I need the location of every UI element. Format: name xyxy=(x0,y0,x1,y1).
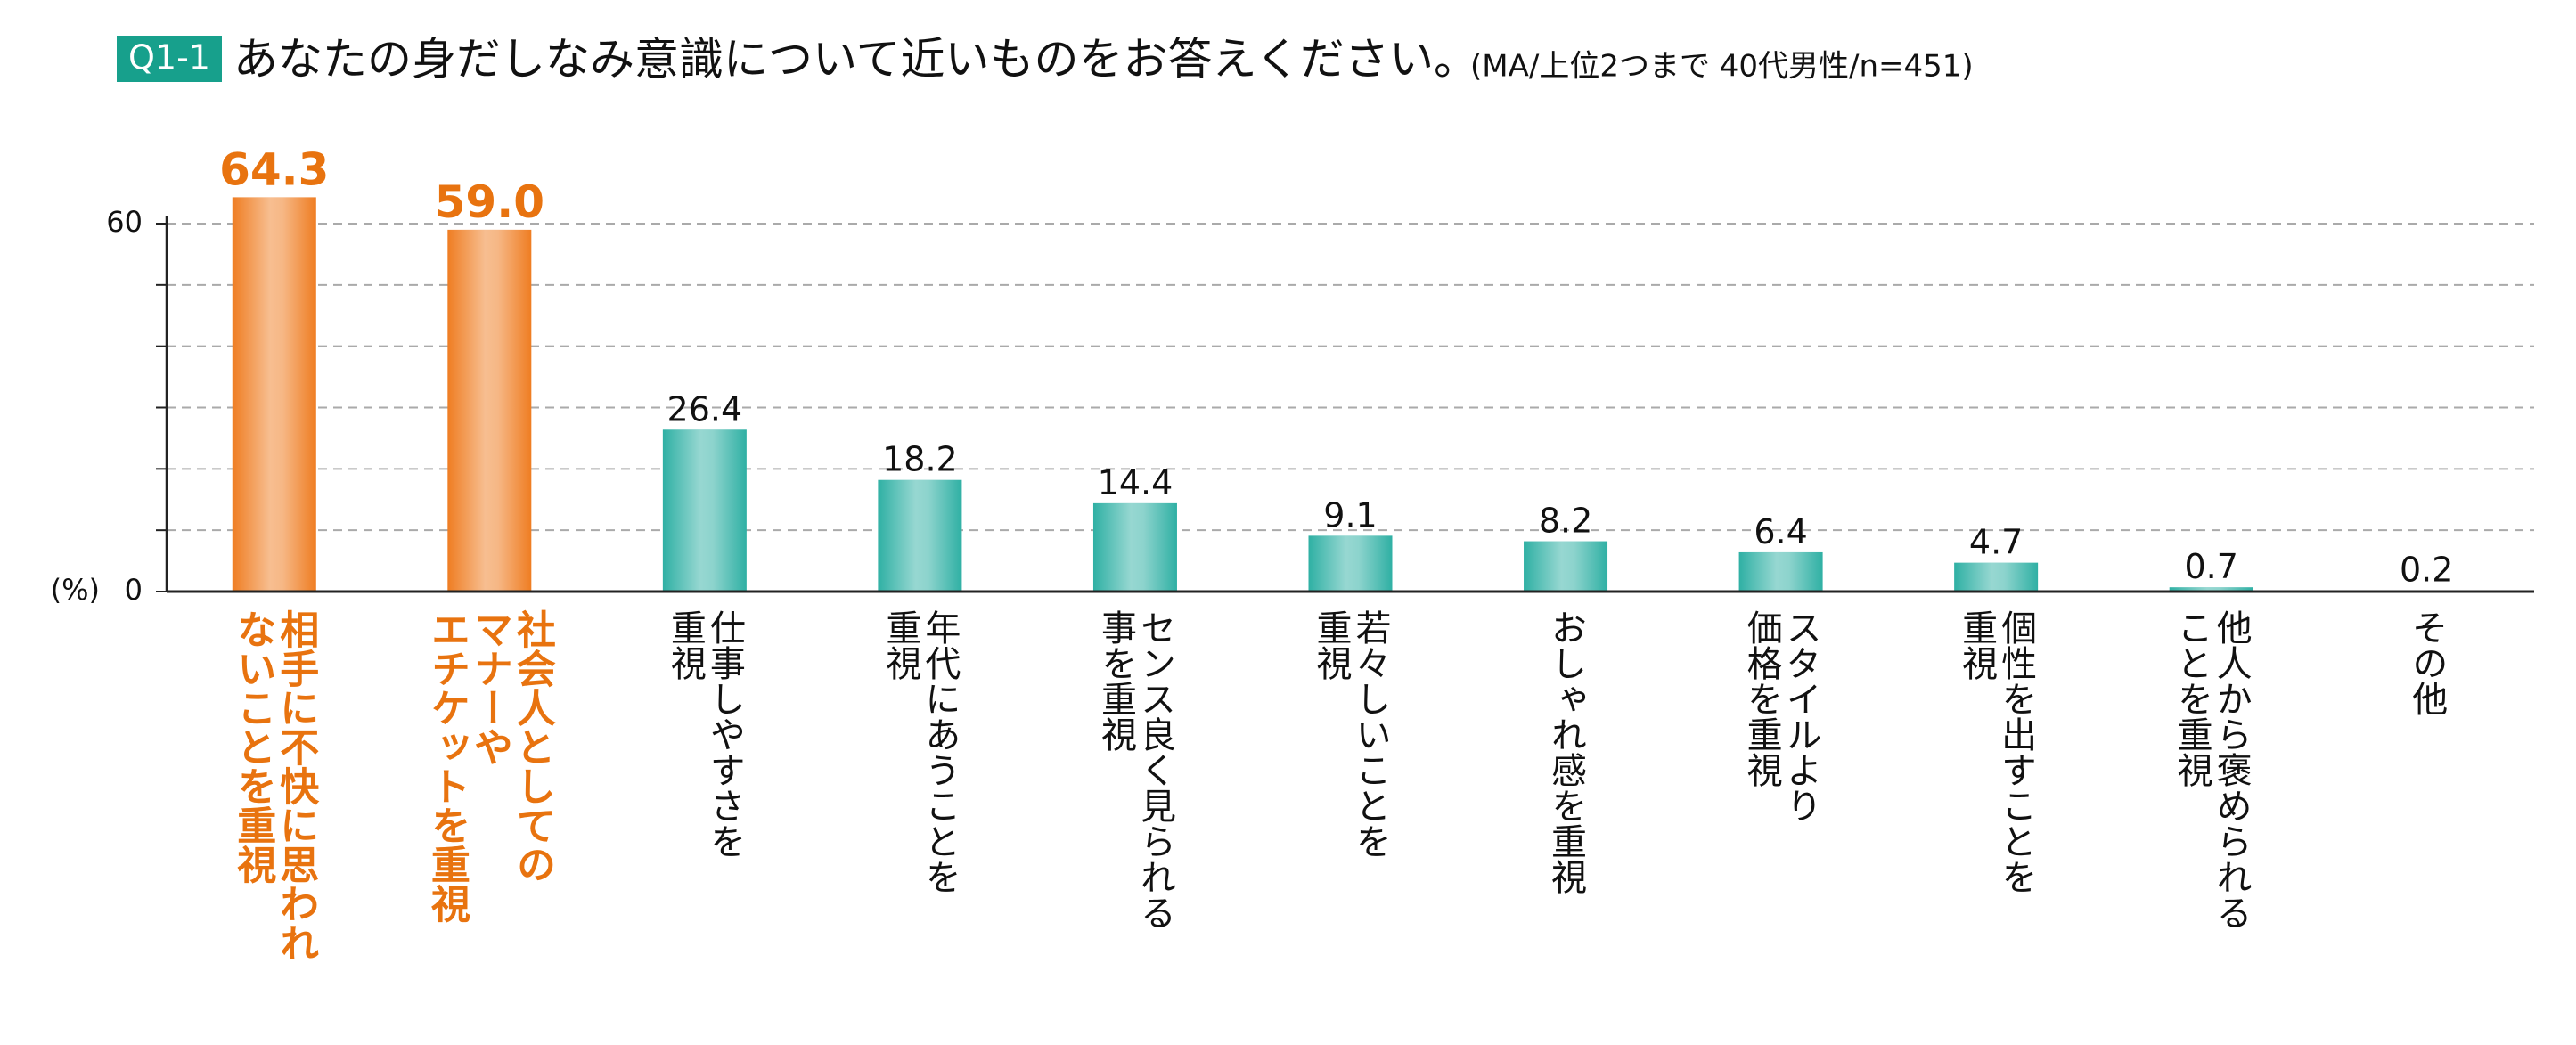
bar-shine xyxy=(2169,587,2253,592)
value-label: 64.3 xyxy=(219,143,329,195)
value-label: 59.0 xyxy=(435,176,544,228)
bar-shine xyxy=(1092,502,1177,592)
x-tick-label: 相手に不快に思われ xyxy=(273,609,319,962)
value-label: 0.7 xyxy=(2184,547,2237,586)
value-label: 0.2 xyxy=(2400,551,2453,590)
x-tick-label: 他人から褒められる xyxy=(2211,609,2253,930)
value-label: 9.1 xyxy=(1323,495,1377,535)
x-tick-label: スタイルより xyxy=(1780,609,1821,823)
value-label: 26.4 xyxy=(667,389,743,429)
x-tick-label: 価格を重視 xyxy=(1741,609,1783,788)
value-label: 4.7 xyxy=(1969,523,2023,562)
x-tick-label: おしゃれ感を重視 xyxy=(1545,609,1586,894)
chart-subtitle: (MA/上位2つまで 40代男性/n=451) xyxy=(1470,49,1974,85)
x-tick-label: 重視 xyxy=(665,609,706,681)
y-tick-label: 0 xyxy=(125,573,143,607)
x-tick-label: マナーや xyxy=(467,609,512,766)
x-tick-label: その他 xyxy=(2406,609,2448,716)
bar-shine xyxy=(878,479,962,592)
x-tick-label: ないことを重視 xyxy=(230,609,276,884)
bar-shine xyxy=(1738,551,1823,592)
x-tick-label: 若々しいことを xyxy=(1350,609,1391,859)
x-tick-label: エチケットを重視 xyxy=(424,609,470,923)
x-tick-label: 重視 xyxy=(879,609,920,681)
y-tick-label: 60 xyxy=(106,205,143,239)
bar-shine xyxy=(1524,541,1608,592)
bar-shine xyxy=(232,197,316,592)
badge: Q1-1 xyxy=(128,38,210,78)
x-tick-label: 重視 xyxy=(1956,609,1997,681)
x-tick-label: 重視 xyxy=(1311,609,1352,681)
x-tick-label: センス良く見られる xyxy=(1134,609,1175,930)
bar-shine xyxy=(662,429,747,592)
x-tick-label: 仕事しやすさを xyxy=(704,609,746,859)
x-tick-label: 事を重視 xyxy=(1095,609,1136,752)
bar-shine xyxy=(1954,562,2039,592)
value-label: 8.2 xyxy=(1539,502,1592,541)
y-axis-label: (%) xyxy=(51,573,100,607)
value-label: 14.4 xyxy=(1098,463,1174,502)
badge-bg xyxy=(117,36,222,82)
x-tick-label: ことを重視 xyxy=(2171,609,2212,788)
value-label: 18.2 xyxy=(882,440,958,479)
x-tick-label: 年代にあうことを xyxy=(919,609,961,894)
x-tick-label: 社会人としての xyxy=(510,609,556,884)
bar-shine xyxy=(1308,535,1393,592)
chart-title: あなたの身だしなみ意識について近いものをお答えください。 xyxy=(233,34,1478,86)
x-tick-label: 個性を出すことを xyxy=(1995,609,2037,894)
bar-shine xyxy=(447,229,532,592)
value-label: 6.4 xyxy=(1754,512,1807,551)
